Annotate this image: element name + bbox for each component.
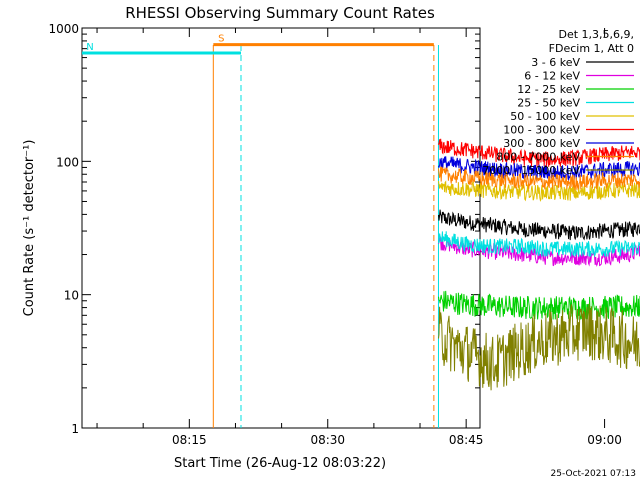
y-tick-label: 1 [71, 422, 79, 436]
render-timestamp: 25-Oct-2021 07:13 [551, 469, 636, 479]
y-tick-label: 1000 [48, 22, 79, 36]
legend-header-line-1: Det 1,3,5,6,9, [558, 28, 634, 41]
legend-entry-label: 25 - 50 keV [517, 97, 580, 110]
series-trace-8 [438, 303, 640, 391]
x-tick-label: 08:15 [172, 433, 207, 447]
legend-entry-label: 3 - 6 keV [531, 56, 580, 69]
legend-entry-label: 300 - 800 keV [503, 137, 580, 150]
x-tick-label: 08:30 [310, 433, 345, 447]
legend-header-line-2: FDecim 1, Att 0 [549, 42, 634, 55]
legend-entry-label: 6 - 12 keV [524, 70, 580, 83]
y-axis-label: Count Rate (s⁻¹ detector⁻¹) [22, 140, 37, 317]
series-trace-3 [438, 231, 640, 258]
y-tick-label: 10 [64, 289, 79, 303]
legend-entry-label: 100 - 300 keV [503, 124, 580, 137]
series-trace-4 [438, 180, 640, 202]
legend-entry-label: 7000 - 15000 keV [482, 164, 580, 177]
chart-title: RHESSI Observing Summary Count Rates [125, 4, 435, 22]
x-tick-label: 08:45 [449, 433, 484, 447]
legend-entry-label: 50 - 100 keV [510, 110, 580, 123]
plot-area: 110100100008:1508:3008:4509:0009:1509:30… [48, 22, 640, 447]
plot-frame [81, 27, 481, 429]
marker-label-n: N [86, 42, 93, 53]
legend-entry-label: 800 - 7000 keV [496, 151, 580, 164]
x-axis-label: Start Time (26-Aug-12 08:03:22) [174, 456, 386, 471]
x-tick-label: 09:00 [587, 433, 622, 447]
marker-label-s: S [218, 34, 224, 45]
y-tick-label: 100 [56, 155, 79, 169]
series-trace-5 [438, 138, 640, 167]
series-trace-7 [438, 166, 640, 192]
series-trace-0 [438, 209, 640, 241]
legend-entry-label: 12 - 25 keV [517, 83, 580, 96]
series-trace-2 [438, 290, 640, 320]
